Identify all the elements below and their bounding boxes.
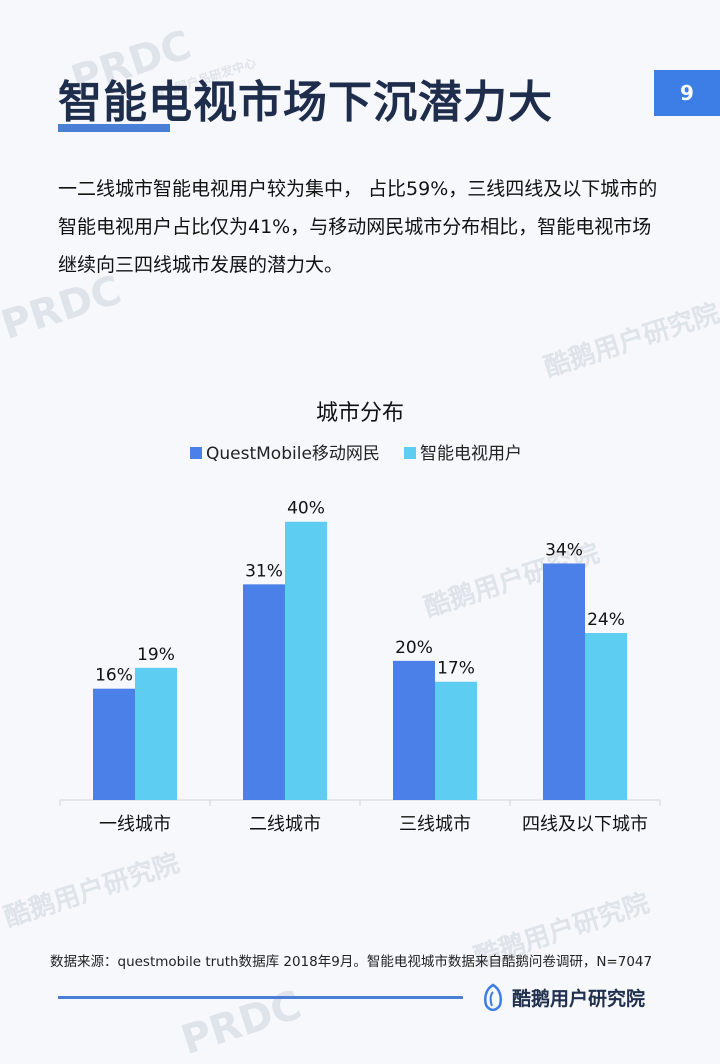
legend-swatch xyxy=(404,447,416,459)
city-distribution-chart: 城市分布 QuestMobile移动网民 智能电视用户 16% 19% 一线城市 31% 40… xyxy=(0,390,720,850)
data-source-note: 数据来源：questmobile truth数据库 2018年9月。智能电视城市… xyxy=(50,954,653,970)
bar-tv-users xyxy=(435,681,477,800)
title-underline xyxy=(58,124,170,132)
category-label: 二线城市 xyxy=(249,814,321,835)
category-label: 四线及以下城市 xyxy=(522,814,648,835)
bar-value-label: 20% xyxy=(395,638,433,658)
bar-mobile-users xyxy=(393,660,435,800)
legend-swatch xyxy=(190,447,202,459)
summary-paragraph: 一二线城市智能电视用户较为集中， 占比59%，三线四线及以下城市的智能电视用户占… xyxy=(58,178,658,276)
bar-value-label: 19% xyxy=(137,645,175,665)
category-label: 三线城市 xyxy=(399,814,471,835)
bar-value-label: 34% xyxy=(545,540,583,560)
chart-title: 城市分布 xyxy=(316,401,404,426)
bar-tv-users xyxy=(585,633,627,800)
bar-value-label: 17% xyxy=(437,659,475,679)
watermark-prdc: PRDC xyxy=(175,982,307,1064)
report-page: PRDC 腾讯网户品研发中心 酷鹅用户研究院 PRDC 酷鹅用户研究院 酷鹅用户… xyxy=(0,22,720,1064)
bar-mobile-users xyxy=(543,563,585,800)
bar-mobile-users xyxy=(243,584,285,800)
bar-value-label: 40% xyxy=(287,499,325,519)
bar-value-label: 24% xyxy=(587,610,625,630)
footer-line xyxy=(58,996,463,999)
brand-logo: 酷鹅用户研究院 xyxy=(480,983,645,1011)
watermark-brand: 酷鹅用户研究院 xyxy=(540,298,720,384)
category-label: 一线城市 xyxy=(99,814,171,835)
page-title: 智能电视市场下沉潜力大 xyxy=(58,77,553,128)
bar-value-label: 31% xyxy=(245,561,283,581)
page-number: 9 xyxy=(654,70,720,116)
bar-tv-users xyxy=(135,667,177,800)
watermark-brand: 酷鹅用户研究院 xyxy=(0,848,183,934)
legend-label: QuestMobile移动网民 xyxy=(206,444,380,464)
bar-value-label: 16% xyxy=(95,666,133,686)
bar-mobile-users xyxy=(93,688,135,800)
bar-chart-svg: 城市分布 QuestMobile移动网民 智能电视用户 16%19% 一线城市 31% 40… xyxy=(59,401,661,835)
penguin-logo-icon xyxy=(484,983,502,1011)
legend-label: 智能电视用户 xyxy=(420,444,522,464)
brand-logo-text: 酷鹅用户研究院 xyxy=(512,987,646,1010)
bar-tv-users xyxy=(285,521,327,800)
